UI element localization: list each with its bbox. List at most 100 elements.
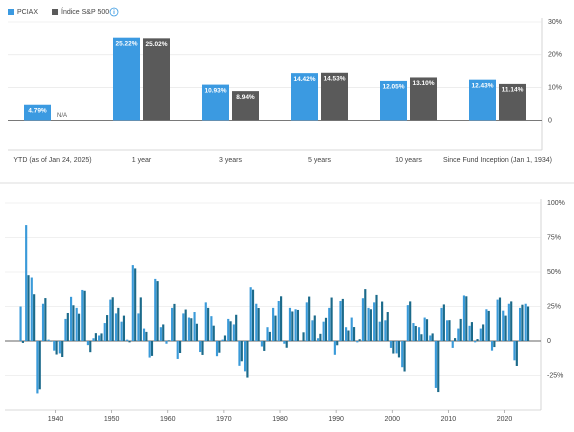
bar bbox=[21, 341, 24, 343]
bar bbox=[47, 339, 50, 341]
y-tick-label: 30% bbox=[548, 19, 562, 26]
x-tick-label: YTD (as of Jan 24, 2025) bbox=[13, 157, 91, 164]
bar bbox=[257, 308, 260, 341]
bar bbox=[53, 341, 56, 351]
info-icon[interactable] bbox=[109, 7, 119, 17]
bar bbox=[446, 320, 449, 341]
bar bbox=[154, 278, 157, 341]
bar bbox=[350, 317, 353, 341]
bar bbox=[199, 341, 202, 353]
bar bbox=[83, 290, 86, 341]
bar bbox=[243, 341, 247, 372]
bar bbox=[94, 333, 97, 341]
bar bbox=[375, 294, 378, 341]
bar bbox=[232, 91, 259, 121]
bar bbox=[521, 304, 524, 341]
bar bbox=[457, 328, 460, 341]
bar bbox=[204, 302, 207, 341]
bar bbox=[173, 303, 176, 341]
bar bbox=[215, 341, 219, 357]
bar bbox=[260, 341, 263, 347]
bar bbox=[367, 307, 370, 341]
bar bbox=[420, 334, 423, 341]
bar bbox=[454, 338, 457, 341]
value-label: 25.22% bbox=[115, 40, 137, 47]
bar bbox=[61, 341, 64, 358]
bar bbox=[476, 339, 479, 341]
bar bbox=[499, 83, 526, 121]
value-label: 14.53% bbox=[323, 75, 345, 82]
bar bbox=[412, 323, 415, 341]
bar bbox=[347, 330, 350, 341]
bar bbox=[448, 320, 451, 341]
bar bbox=[41, 303, 45, 341]
bar bbox=[498, 297, 502, 341]
bar bbox=[409, 301, 412, 341]
bar bbox=[526, 306, 530, 341]
bar bbox=[223, 335, 227, 341]
bar bbox=[150, 341, 154, 356]
bar bbox=[490, 341, 494, 351]
value-label: 8.94% bbox=[236, 94, 255, 101]
y-tick-label: 0 bbox=[548, 117, 552, 124]
value-label: 13.10% bbox=[412, 80, 434, 87]
bar bbox=[210, 316, 213, 341]
bar bbox=[111, 297, 114, 341]
bar bbox=[89, 341, 92, 353]
y-tick-label: 0 bbox=[547, 338, 551, 345]
bar bbox=[294, 309, 297, 341]
bar bbox=[238, 341, 241, 366]
bar bbox=[510, 301, 513, 341]
bar bbox=[44, 298, 47, 341]
bar bbox=[311, 320, 314, 341]
bar bbox=[131, 265, 134, 341]
value-label: 14.42% bbox=[293, 76, 315, 83]
legend-swatch bbox=[8, 9, 14, 15]
bar bbox=[19, 306, 22, 341]
bar bbox=[319, 333, 322, 341]
bar bbox=[207, 307, 210, 341]
bar bbox=[339, 300, 342, 341]
bar bbox=[434, 341, 437, 388]
bar bbox=[137, 313, 140, 341]
bar bbox=[249, 287, 252, 341]
bar bbox=[378, 321, 381, 341]
bar bbox=[38, 341, 41, 390]
bar bbox=[184, 309, 187, 341]
bar bbox=[482, 324, 485, 341]
bar bbox=[487, 310, 490, 341]
bar bbox=[229, 321, 232, 341]
bar bbox=[120, 321, 123, 341]
bar bbox=[502, 310, 505, 341]
y-tick-label: 20% bbox=[548, 52, 562, 59]
y-tick-label: 75% bbox=[547, 234, 561, 241]
bar bbox=[227, 318, 230, 341]
bar bbox=[187, 317, 191, 341]
bar bbox=[358, 339, 361, 341]
bar bbox=[389, 341, 393, 348]
bar bbox=[92, 338, 95, 341]
bar bbox=[507, 303, 510, 341]
bar bbox=[468, 325, 471, 341]
bar bbox=[356, 341, 359, 343]
bar bbox=[364, 289, 367, 341]
bar bbox=[272, 307, 275, 341]
bar bbox=[176, 341, 179, 359]
bar bbox=[440, 307, 443, 341]
bar bbox=[24, 104, 51, 121]
bar bbox=[504, 315, 507, 341]
bar bbox=[139, 297, 142, 341]
bar bbox=[201, 341, 204, 355]
bar bbox=[515, 341, 518, 366]
bar bbox=[316, 338, 320, 341]
bar bbox=[417, 327, 421, 341]
bar bbox=[66, 312, 69, 341]
bar bbox=[77, 313, 81, 341]
bar bbox=[336, 341, 339, 346]
x-tick-label: 2020 bbox=[497, 416, 513, 423]
bar bbox=[109, 299, 112, 341]
bar bbox=[72, 305, 75, 341]
bar bbox=[518, 307, 522, 341]
